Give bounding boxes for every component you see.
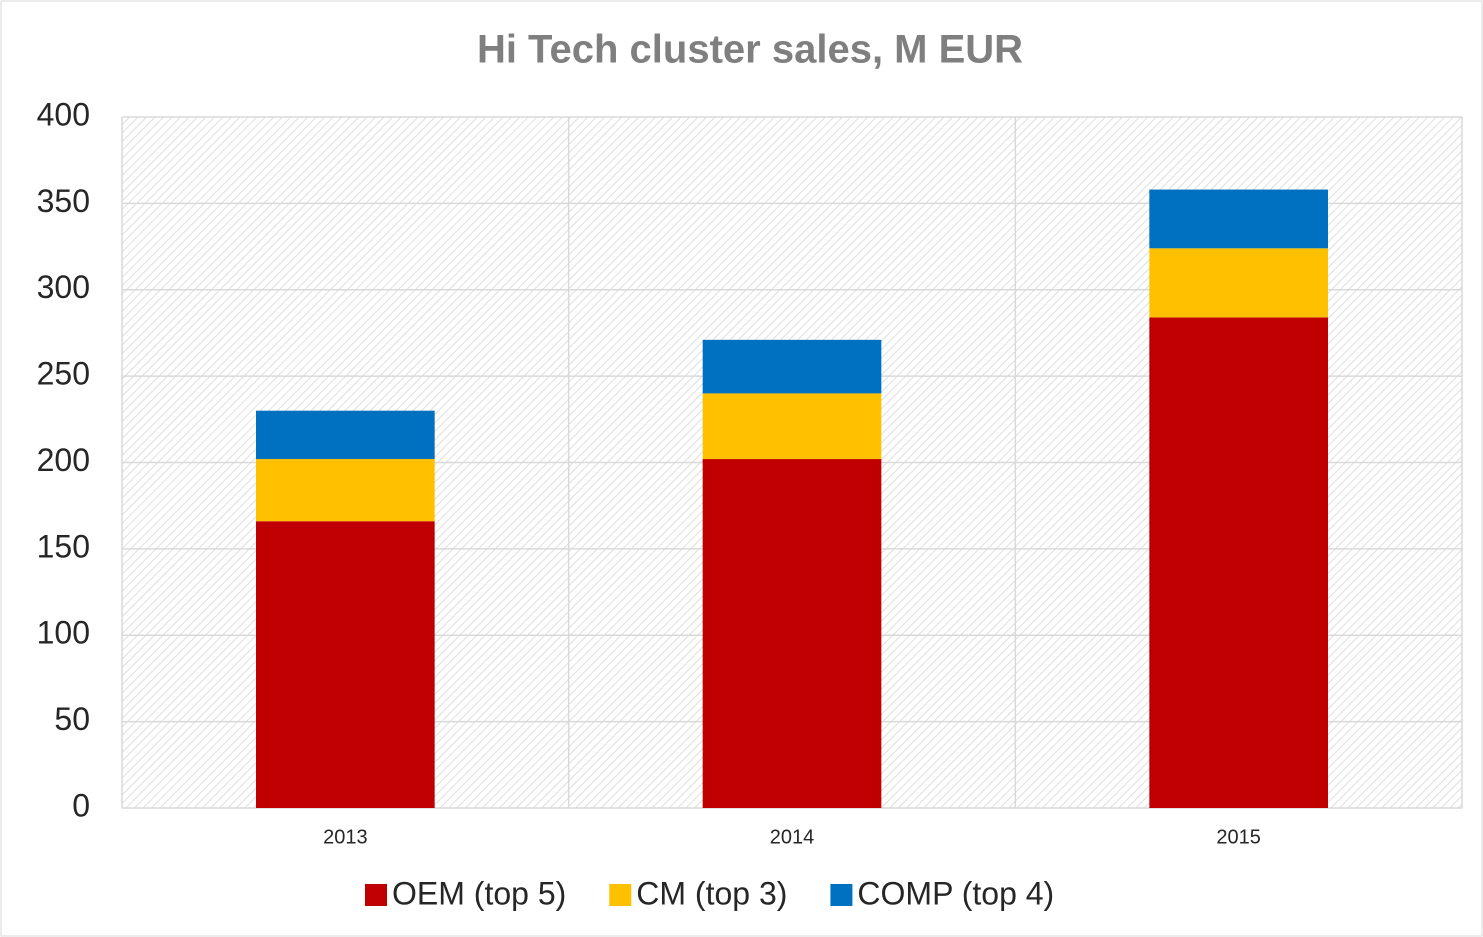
x-tick-label: 2015: [1216, 826, 1261, 848]
legend-label: COMP (top 4): [857, 875, 1054, 911]
bar-segment: [256, 521, 435, 808]
bar-segment: [702, 339, 882, 394]
legend-swatch: [365, 884, 387, 906]
bar-segment: [1149, 317, 1328, 808]
y-tick-label: 300: [37, 269, 90, 305]
y-tick-label: 50: [54, 701, 90, 737]
bar-segment: [256, 410, 435, 460]
legend-swatch: [830, 884, 853, 906]
y-tick-label: 350: [37, 183, 90, 219]
bar-segment: [702, 459, 882, 808]
chart-title: Hi Tech cluster sales, M EUR: [477, 28, 1023, 72]
bar-segment: [1149, 189, 1328, 249]
bar-segment: [256, 459, 435, 522]
y-tick-label: 0: [72, 787, 90, 823]
x-tick-label: 2013: [323, 826, 368, 848]
y-tick-label: 250: [37, 356, 90, 392]
bar-segment: [1149, 248, 1328, 318]
y-tick-label: 400: [37, 96, 90, 132]
legend-label: OEM (top 5): [392, 875, 566, 911]
x-tick-label: 2014: [770, 826, 815, 848]
legend-swatch: [609, 884, 632, 906]
bar-segment: [702, 393, 882, 460]
legend-label: CM (top 3): [636, 875, 787, 911]
y-tick-label: 100: [37, 615, 90, 651]
y-tick-label: 150: [37, 528, 90, 564]
y-tick-label: 200: [37, 442, 90, 478]
